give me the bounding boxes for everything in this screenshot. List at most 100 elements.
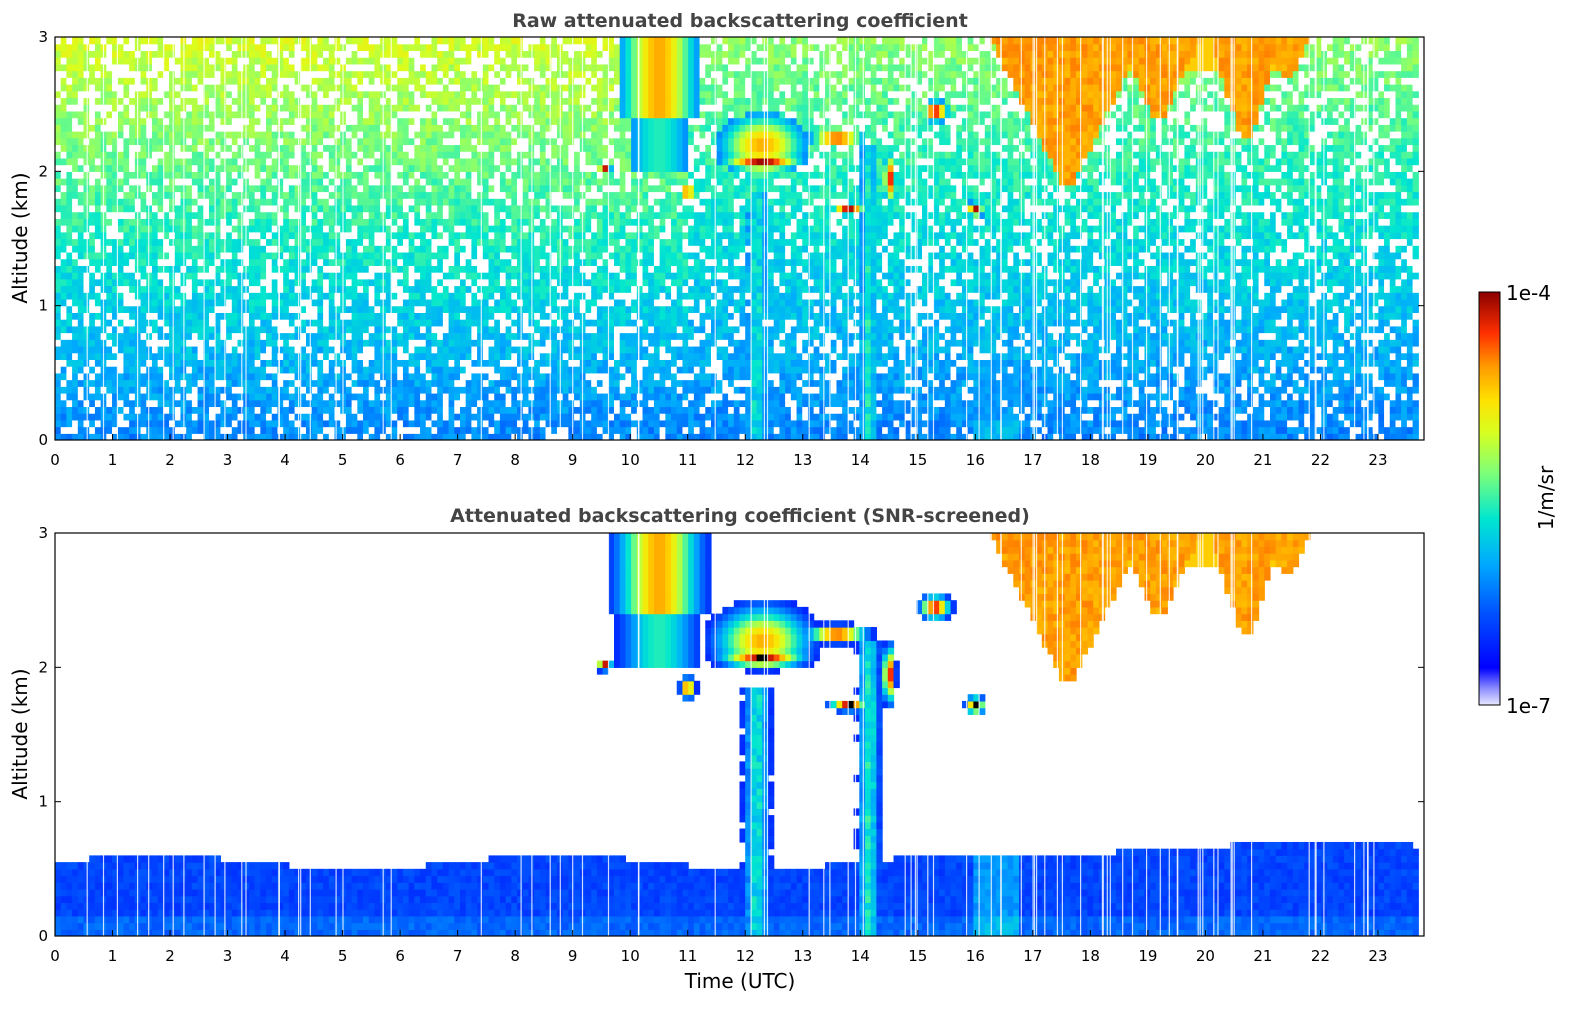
heatmap-cell <box>323 345 330 354</box>
heatmap-cell <box>511 171 518 179</box>
heatmap-cell <box>77 379 85 387</box>
heatmap-cell <box>311 245 318 253</box>
heatmap-cell <box>283 426 290 434</box>
heatmap-cell <box>117 352 125 360</box>
heatmap-cell <box>294 124 301 132</box>
heatmap-cell <box>146 399 153 408</box>
heatmap-cell <box>442 359 450 367</box>
heatmap-cell <box>317 265 324 273</box>
heatmap-cell <box>174 131 182 139</box>
heatmap-cell <box>117 225 125 233</box>
heatmap-cell <box>237 258 244 266</box>
heatmap-cell <box>397 305 404 313</box>
heatmap-cell <box>271 104 279 112</box>
heatmap-cell <box>300 366 307 374</box>
heatmap-cell <box>511 225 518 233</box>
heatmap-cell <box>197 191 204 199</box>
heatmap-cell <box>505 90 512 99</box>
heatmap-cell <box>209 251 216 260</box>
heatmap-cell <box>397 104 404 112</box>
heatmap-cell <box>334 413 341 421</box>
heatmap-cell <box>334 272 341 280</box>
heatmap-cell <box>123 285 130 293</box>
heatmap-cell <box>374 345 381 354</box>
heatmap-cell <box>220 339 227 347</box>
heatmap-cell <box>385 211 393 219</box>
heatmap-cell <box>123 372 130 381</box>
heatmap-cell <box>448 57 455 65</box>
heatmap-cell <box>345 352 353 360</box>
heatmap-cell <box>283 272 290 280</box>
heatmap-cell <box>345 386 353 394</box>
heatmap-cell <box>305 399 313 408</box>
heatmap-cell <box>231 211 239 219</box>
heatmap-cell <box>397 419 404 428</box>
heatmap-cell <box>266 37 273 45</box>
heatmap-cell <box>288 372 296 381</box>
heatmap-cell <box>254 359 261 367</box>
heatmap-cell <box>72 258 79 266</box>
heatmap-cell <box>214 312 222 320</box>
heatmap-cell <box>197 372 204 381</box>
heatmap-cell <box>174 298 182 307</box>
heatmap-cell <box>328 198 336 206</box>
heatmap-cell <box>140 265 147 273</box>
heatmap-cell <box>305 84 313 92</box>
heatmap-cell <box>66 292 73 300</box>
heatmap-cell <box>482 225 490 233</box>
heatmap-cell <box>402 131 410 139</box>
heatmap-cell <box>305 272 313 280</box>
heatmap-cell <box>517 225 524 233</box>
heatmap-cell <box>77 305 85 313</box>
heatmap-cell <box>191 238 199 246</box>
heatmap-cell <box>420 131 427 139</box>
heatmap-cell <box>254 84 261 92</box>
heatmap-cell <box>66 137 73 146</box>
heatmap-cell <box>499 104 507 112</box>
heatmap-cell <box>112 258 119 266</box>
heatmap-cell <box>425 386 433 394</box>
heatmap-cell <box>345 204 353 213</box>
heatmap-cell <box>477 305 484 313</box>
heatmap-cell <box>174 325 182 334</box>
heatmap-cell <box>499 345 507 354</box>
heatmap-cell <box>146 265 153 273</box>
heatmap-cell <box>488 171 495 179</box>
heatmap-cell <box>72 372 79 381</box>
heatmap-cell <box>106 204 113 213</box>
heatmap-cell <box>254 171 261 179</box>
heatmap-cell <box>140 231 147 240</box>
heatmap-cell <box>425 406 433 414</box>
heatmap-cell <box>460 37 467 45</box>
heatmap-cell <box>266 204 273 213</box>
heatmap-cell <box>248 178 256 186</box>
heatmap-cell <box>77 245 85 253</box>
heatmap-cell <box>334 225 341 233</box>
heatmap-cell <box>209 70 216 78</box>
heatmap-cell <box>254 90 261 99</box>
heatmap-cell <box>494 413 501 421</box>
heatmap-cell <box>220 352 227 360</box>
heatmap-cell <box>363 97 370 105</box>
heatmap-cell <box>271 144 279 152</box>
heatmap-cell <box>186 372 193 381</box>
heatmap-cell <box>345 37 353 45</box>
heatmap-cell <box>357 238 364 246</box>
heatmap-cell <box>266 124 273 132</box>
heatmap-cell <box>460 278 467 287</box>
heatmap-cell <box>425 97 433 105</box>
heatmap-cell <box>334 110 341 119</box>
heatmap-cell <box>129 419 136 428</box>
heatmap-cell <box>55 57 62 65</box>
heatmap-cell <box>157 37 164 45</box>
heatmap-cell <box>112 97 119 105</box>
heatmap-cell <box>471 339 478 347</box>
heatmap-cell <box>203 97 210 105</box>
heatmap-cell <box>414 278 421 287</box>
heatmap-cell <box>317 345 324 354</box>
heatmap-cell <box>494 151 501 159</box>
heatmap-cell <box>517 265 524 273</box>
heatmap-cell <box>522 50 530 58</box>
heatmap-cell <box>334 117 341 125</box>
heatmap-cell <box>248 278 256 287</box>
